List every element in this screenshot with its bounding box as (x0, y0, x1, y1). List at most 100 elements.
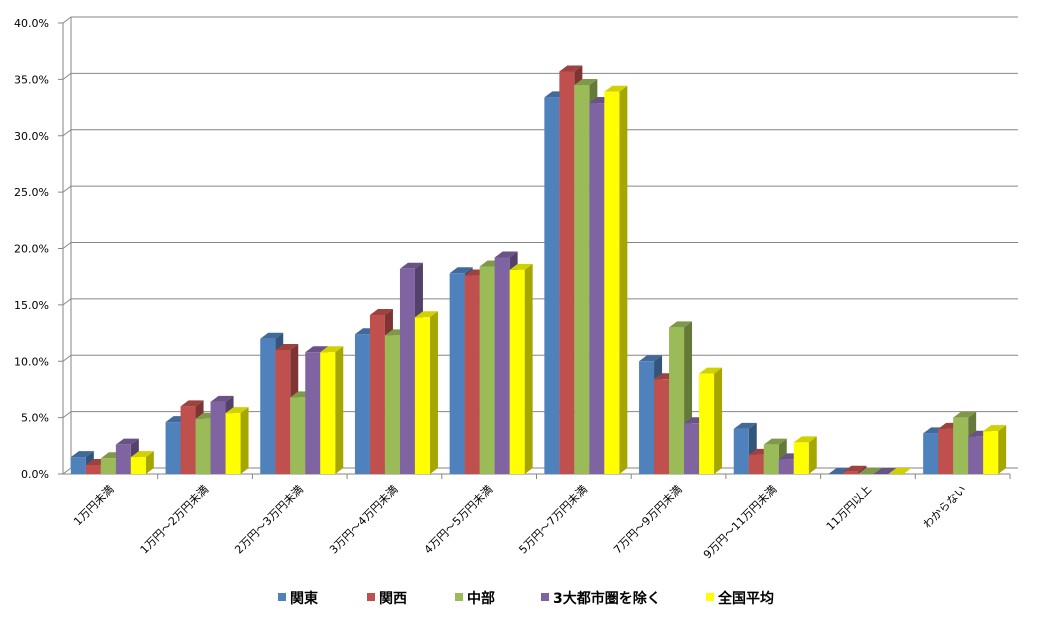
bar-front (574, 85, 590, 474)
bar (414, 311, 438, 474)
legend-label: 関西 (379, 591, 407, 607)
gridline-depth (62, 129, 72, 137)
bar-top (733, 422, 757, 429)
bar-side (619, 85, 628, 474)
bar-top (763, 438, 787, 445)
bar-front (414, 317, 430, 474)
x-tick-label: 9万円～11万円未満 (701, 483, 779, 561)
legend-swatch (367, 593, 375, 601)
bar-front (180, 406, 196, 474)
bar-top (180, 400, 204, 407)
bar-front (509, 269, 525, 474)
gridline-depth (62, 16, 72, 24)
gridline-depth (62, 411, 72, 419)
bar-front (290, 397, 306, 474)
bar-side (335, 346, 344, 474)
legend-item: 全国平均 (706, 590, 774, 607)
legend-item: 中部 (455, 590, 495, 607)
bar (983, 425, 1007, 474)
gridlines (62, 16, 1018, 475)
x-tick-label: 1万円～2万円未満 (138, 483, 212, 557)
x-tick-label: 2万円～3万円未満 (232, 483, 306, 557)
y-tick-label: 0.0% (21, 468, 49, 481)
legend-swatch (706, 593, 714, 601)
bar-side (998, 425, 1007, 474)
legend-swatch (541, 593, 549, 601)
bar-front (70, 457, 86, 474)
bar-front (85, 464, 101, 474)
bar-front (589, 103, 605, 475)
bar-front (399, 268, 415, 474)
bar-front (260, 338, 276, 474)
bar-front (559, 71, 575, 475)
bar (873, 468, 897, 474)
gridline-depth (62, 72, 72, 80)
bar-top (699, 367, 723, 374)
legend-label: 関東 (290, 590, 318, 607)
legend-item: 3大都市圏を除く (541, 590, 661, 607)
bar-front (305, 352, 321, 474)
bar-front (320, 352, 336, 474)
bar-front (354, 334, 370, 474)
bar-front (275, 349, 291, 474)
legend-swatch (278, 593, 286, 601)
x-tick-label: 3万円～4万円未満 (327, 483, 401, 557)
bar-front (449, 273, 465, 474)
bar-front (748, 454, 764, 474)
legend-label: 中部 (467, 590, 495, 607)
bar-top (509, 263, 533, 270)
bar-side (429, 311, 438, 474)
bar-front (210, 401, 226, 474)
legend-item: 関東 (278, 590, 318, 607)
bar-front (494, 257, 510, 474)
x-tick-label: 4万円～5万円未満 (422, 483, 496, 557)
bar-front (100, 458, 116, 474)
y-tick-label: 35.0% (14, 73, 49, 86)
bar-front (669, 327, 685, 474)
gridline-depth (62, 467, 72, 475)
x-tick-label: 1万円未満 (71, 483, 116, 528)
x-tick-label: わからない (921, 483, 969, 531)
bar-side (524, 263, 533, 474)
bar-side (858, 465, 867, 474)
bar-top (320, 346, 344, 353)
bar-top (305, 346, 329, 353)
bar-top (260, 332, 284, 339)
bar (888, 468, 912, 474)
bar-front (195, 418, 211, 474)
bars (70, 65, 1007, 475)
bar (509, 263, 533, 474)
bar-top (130, 451, 154, 458)
y-axis: 0.0% 5.0% 10.0% 15.0% 20.0% 25.0% 30.0% 35.0% 40… (14, 17, 72, 481)
bar-front (604, 91, 620, 474)
bar-top (873, 468, 897, 474)
bar-side (714, 367, 723, 474)
bar-top (414, 311, 438, 318)
bar-top (793, 436, 817, 443)
bar-top (399, 262, 423, 269)
bar-top (828, 468, 852, 474)
bar-top (559, 65, 583, 72)
bar-front (115, 444, 131, 474)
bar-top (983, 425, 1007, 432)
bar-top (494, 251, 518, 258)
bar (843, 465, 867, 474)
bar-front (165, 422, 181, 474)
bar-top (225, 407, 249, 414)
bar-top (604, 85, 628, 92)
bar-front (684, 423, 700, 474)
bar-top (369, 309, 393, 316)
bar-front (699, 373, 715, 474)
bar (699, 367, 723, 474)
bar-top (669, 321, 693, 328)
bar-front (464, 275, 480, 474)
bar-top (210, 395, 234, 402)
bar-front (778, 459, 794, 474)
x-tick-label: 11万円以上 (824, 483, 874, 533)
x-tick-label: 7万円～9万円未満 (611, 483, 685, 557)
y-tick-label: 40.0% (14, 17, 49, 30)
bar-front (793, 442, 809, 474)
bar (130, 451, 154, 474)
y-tick-label: 20.0% (14, 243, 49, 256)
